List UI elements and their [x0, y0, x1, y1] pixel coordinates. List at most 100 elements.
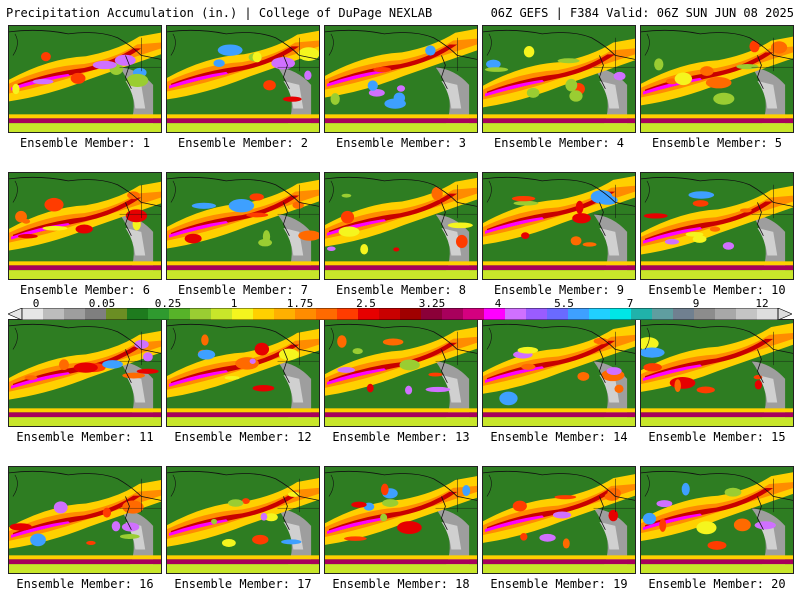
- precip-map: [325, 26, 477, 132]
- member-panel-5: [640, 25, 794, 133]
- precip-map: [641, 26, 793, 132]
- colorbar-swatch: [211, 308, 233, 320]
- member-caption-11: Ensemble Member: 11: [16, 430, 154, 444]
- member-panel-3: [324, 25, 478, 133]
- colorbar-swatch: [547, 308, 569, 320]
- colorbar-tick-label: 5.5: [554, 297, 574, 310]
- colorbar-swatch: [568, 308, 590, 320]
- member-caption-13: Ensemble Member: 13: [332, 430, 470, 444]
- colorbar-swatch: [85, 308, 107, 320]
- colorbar-max-arrow: [777, 308, 792, 320]
- member-caption-4: Ensemble Member: 4: [493, 136, 625, 150]
- colorbar-swatch: [694, 308, 716, 320]
- colorbar-swatch: [421, 308, 443, 320]
- colorbar-swatch: [190, 308, 212, 320]
- member-caption-20: Ensemble Member: 20: [648, 577, 786, 591]
- member-panel-10: [640, 172, 794, 280]
- member-panel-16: [8, 466, 162, 574]
- colorbar-swatch: [505, 308, 527, 320]
- colorbar-swatch: [526, 308, 548, 320]
- colorbar-tick-label: 4: [494, 297, 502, 310]
- colorbar-swatch: [379, 308, 401, 320]
- precip-map: [483, 320, 635, 426]
- map-title: Precipitation Accumulation (in.) | Colle…: [6, 6, 433, 20]
- precip-map: [9, 173, 161, 279]
- member-panel-19: [482, 466, 636, 574]
- precip-map: [9, 467, 161, 573]
- colorbar-swatch: [232, 308, 254, 320]
- member-panel-13: [324, 319, 478, 427]
- colorbar-min-arrow: [8, 308, 23, 320]
- member-caption-7: Ensemble Member: 7: [177, 283, 309, 297]
- colorbar-tick-label: 0.25: [154, 297, 182, 310]
- member-caption-6: Ensemble Member: 6: [19, 283, 151, 297]
- member-caption-3: Ensemble Member: 3: [335, 136, 467, 150]
- colorbar-tick-label: 0: [32, 297, 40, 310]
- precip-map: [9, 26, 161, 132]
- colorbar-tick-label: 1: [230, 297, 238, 310]
- member-caption-5: Ensemble Member: 5: [651, 136, 783, 150]
- precip-map: [167, 320, 319, 426]
- colorbar-swatch: [442, 308, 464, 320]
- colorbar-swatch: [295, 308, 317, 320]
- precip-map: [325, 320, 477, 426]
- precip-map: [641, 173, 793, 279]
- precip-map: [325, 467, 477, 573]
- precip-colorbar: [8, 308, 792, 320]
- member-panel-2: [166, 25, 320, 133]
- model-valid-time: 06Z GEFS | F384 Valid: 06Z SUN JUN 08 20…: [490, 6, 794, 20]
- member-caption-10: Ensemble Member: 10: [648, 283, 786, 297]
- precip-map: [641, 320, 793, 426]
- member-caption-1: Ensemble Member: 1: [19, 136, 151, 150]
- colorbar-swatch: [106, 308, 128, 320]
- member-panel-17: [166, 466, 320, 574]
- colorbar-swatch: [253, 308, 275, 320]
- colorbar-swatch: [631, 308, 653, 320]
- member-caption-2: Ensemble Member: 2: [177, 136, 309, 150]
- colorbar-swatch: [127, 308, 149, 320]
- colorbar-swatch: [673, 308, 695, 320]
- precip-map: [167, 467, 319, 573]
- colorbar-swatch: [652, 308, 674, 320]
- member-caption-8: Ensemble Member: 8: [335, 283, 467, 297]
- colorbar-swatch: [757, 308, 779, 320]
- member-panel-4: [482, 25, 636, 133]
- precip-map: [483, 26, 635, 132]
- colorbar-swatch: [589, 308, 611, 320]
- member-panel-1: [8, 25, 162, 133]
- colorbar-swatch: [22, 308, 44, 320]
- colorbar-swatch: [148, 308, 170, 320]
- member-caption-14: Ensemble Member: 14: [490, 430, 628, 444]
- member-panel-9: [482, 172, 636, 280]
- colorbar-tick-label: 0.05: [88, 297, 116, 310]
- colorbar-tick-label: 2.5: [356, 297, 376, 310]
- colorbar-swatch: [274, 308, 296, 320]
- colorbar-swatch: [43, 308, 65, 320]
- colorbar-swatch: [610, 308, 632, 320]
- member-panel-6: [8, 172, 162, 280]
- colorbar-swatch: [484, 308, 506, 320]
- colorbar-swatch: [64, 308, 86, 320]
- colorbar-swatch: [736, 308, 758, 320]
- member-panel-15: [640, 319, 794, 427]
- member-panel-20: [640, 466, 794, 574]
- precip-map: [325, 173, 477, 279]
- colorbar-swatch: [316, 308, 338, 320]
- colorbar-tick-label: 7: [626, 297, 634, 310]
- member-caption-17: Ensemble Member: 17: [174, 577, 312, 591]
- colorbar-labels: 0 0.05 0.25 1 1.75 2.5 3.25 4 5.5 7 9 12: [0, 297, 800, 311]
- colorbar-swatch: [169, 308, 191, 320]
- member-panel-7: [166, 172, 320, 280]
- member-caption-18: Ensemble Member: 18: [332, 577, 470, 591]
- colorbar-tick-label: 3.25: [418, 297, 446, 310]
- member-caption-19: Ensemble Member: 19: [490, 577, 628, 591]
- precip-map: [9, 320, 161, 426]
- colorbar-swatch: [715, 308, 737, 320]
- precip-map: [483, 173, 635, 279]
- member-panel-14: [482, 319, 636, 427]
- colorbar-swatch: [400, 308, 422, 320]
- colorbar-swatch: [337, 308, 359, 320]
- member-caption-15: Ensemble Member: 15: [648, 430, 786, 444]
- member-caption-16: Ensemble Member: 16: [16, 577, 154, 591]
- colorbar-swatch: [463, 308, 485, 320]
